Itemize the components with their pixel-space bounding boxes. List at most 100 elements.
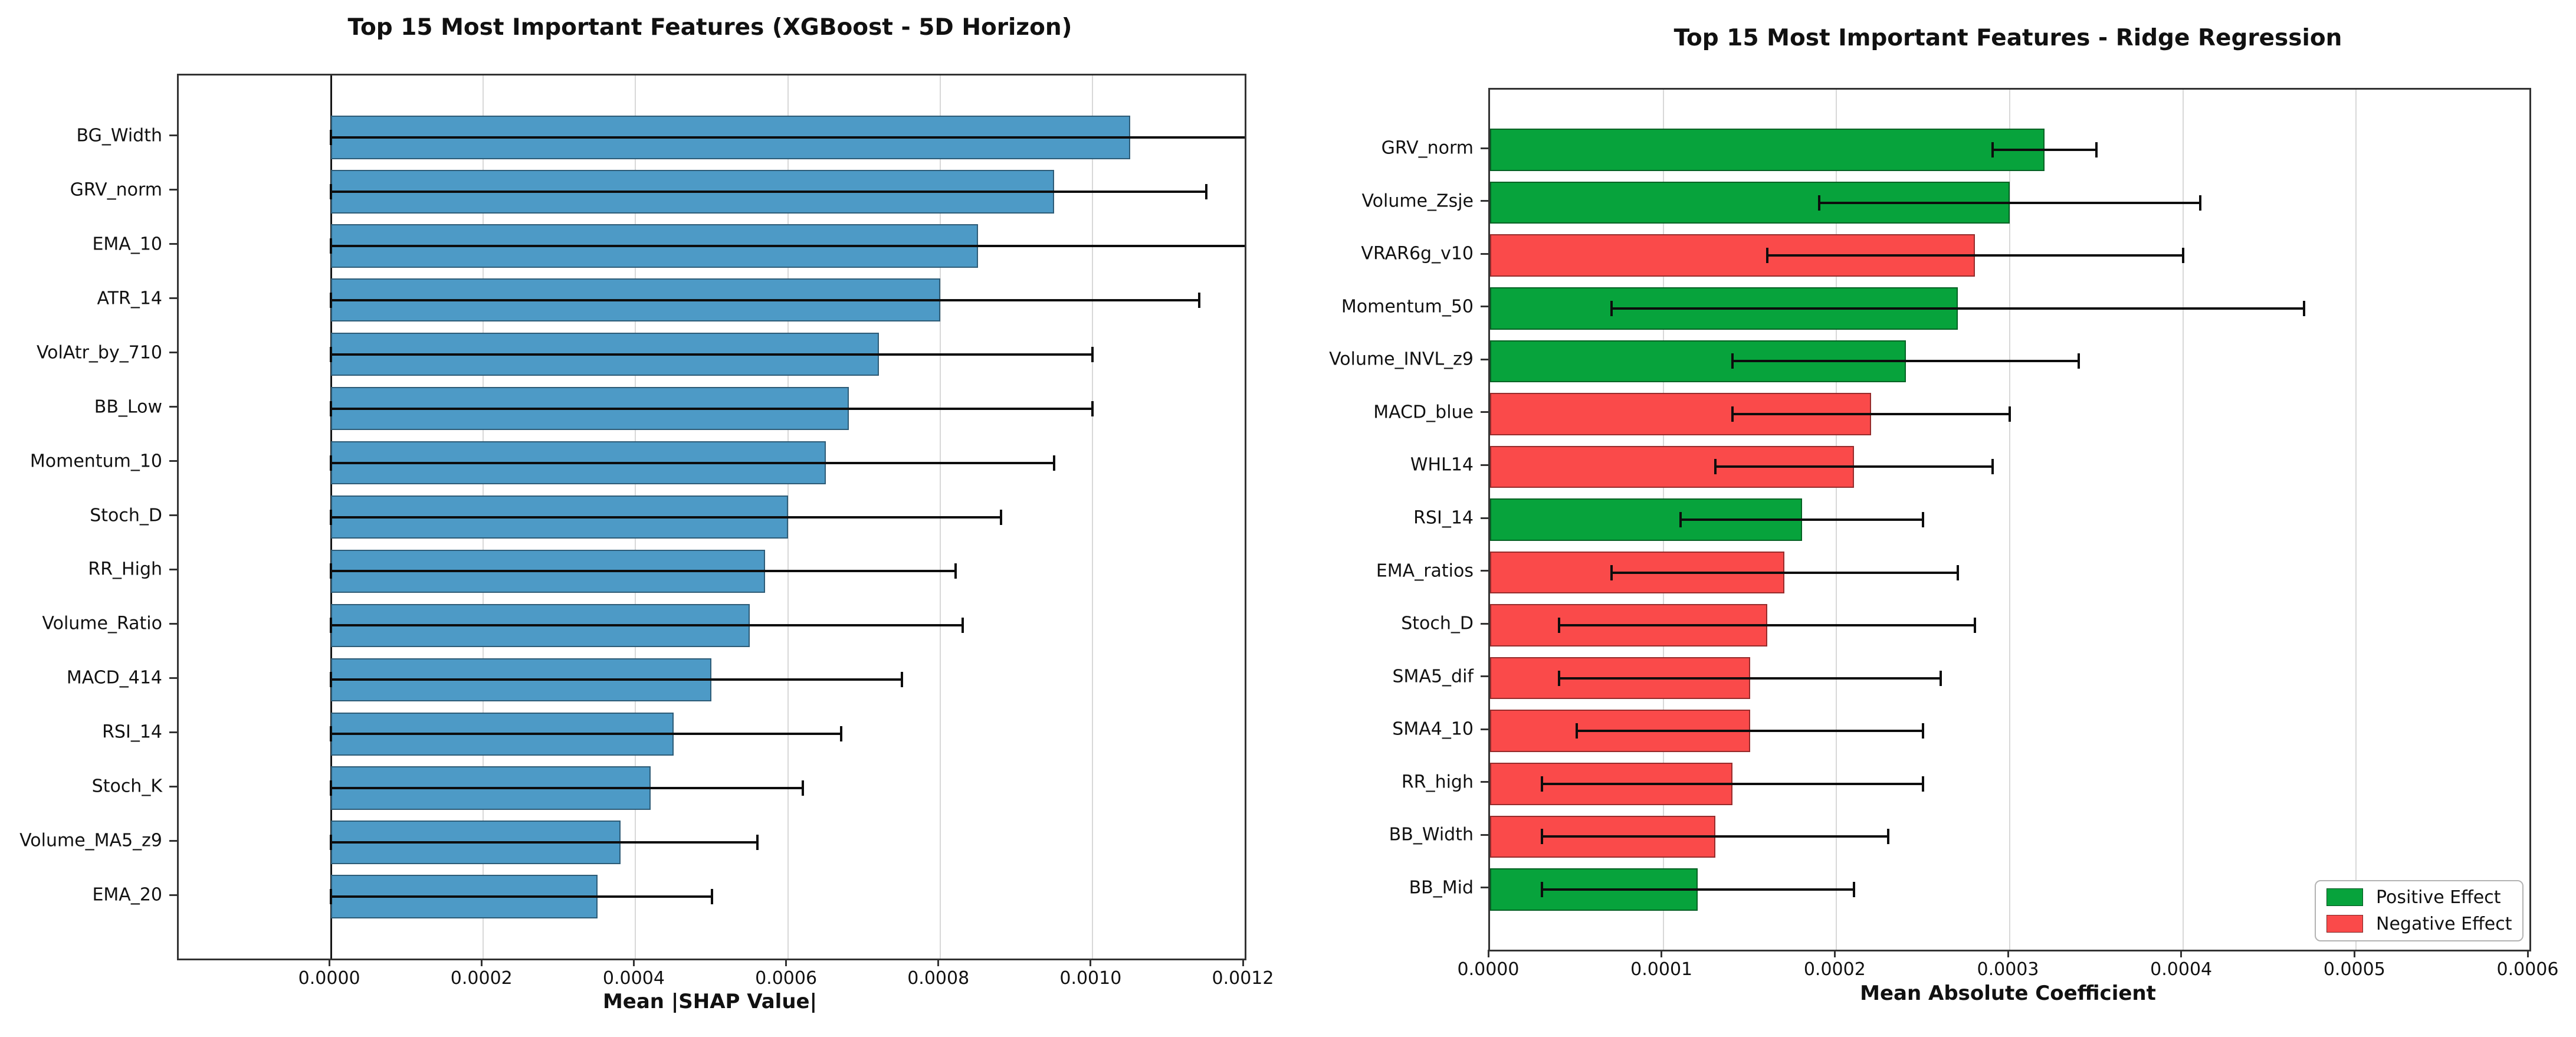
error-bar-cap xyxy=(1679,512,1682,527)
y-tick-mark xyxy=(169,894,177,896)
error-bar-cap xyxy=(1731,406,1734,422)
legend-label: Positive Effect xyxy=(2376,887,2501,908)
error-bar-cap xyxy=(999,509,1002,525)
x-tick-label: 0.0002 xyxy=(450,968,513,989)
error-bar xyxy=(1576,730,1924,733)
x-tick-mark xyxy=(480,959,483,966)
error-bar-cap xyxy=(1922,776,1925,792)
x-tick-label: 0.0006 xyxy=(755,968,818,989)
y-tick-label: MACD_414 xyxy=(66,667,162,688)
error-bar-cap xyxy=(1575,723,1578,739)
error-bar xyxy=(331,895,712,898)
y-tick-label: Momentum_50 xyxy=(1341,296,1474,317)
error-bar xyxy=(331,678,903,681)
y-tick-label: SMA4_10 xyxy=(1392,718,1474,740)
y-tick-mark xyxy=(1481,570,1488,572)
x-tick-label: 0.0004 xyxy=(2150,959,2213,980)
y-tick-mark xyxy=(169,839,177,842)
y-tick-mark xyxy=(169,297,177,300)
error-bar-cap xyxy=(1541,776,1544,792)
error-bar xyxy=(331,733,841,736)
legend-entry: Positive Effect xyxy=(2316,884,2522,910)
x-tick-label: 0.0002 xyxy=(1803,959,1866,980)
x-tick-label: 0.0005 xyxy=(2323,959,2385,980)
error-bar xyxy=(1611,307,2305,310)
legend-entry: Negative Effect xyxy=(2316,911,2522,937)
y-tick-label: Stoch_D xyxy=(1401,613,1474,634)
y-tick-mark xyxy=(1481,675,1488,678)
error-bar-cap xyxy=(1541,829,1544,845)
plot-area xyxy=(177,74,1246,960)
error-bar-cap xyxy=(1887,829,1890,845)
y-tick-mark xyxy=(1481,147,1488,149)
error-bar-cap xyxy=(756,835,759,851)
y-tick-mark xyxy=(1481,622,1488,625)
grid-line xyxy=(2182,90,2184,950)
error-bar xyxy=(331,244,1245,247)
error-bar-cap xyxy=(954,563,957,579)
error-bar xyxy=(1715,465,1993,468)
error-bar-cap xyxy=(1974,618,1977,634)
y-tick-mark xyxy=(169,460,177,462)
error-bar-cap xyxy=(1817,195,1820,211)
error-bar-cap xyxy=(330,401,333,416)
error-bar-cap xyxy=(1922,723,1925,739)
y-tick-mark xyxy=(169,243,177,245)
y-tick-mark xyxy=(169,352,177,354)
y-tick-label: Volume_MA5_z9 xyxy=(19,830,162,851)
y-tick-label: EMA_10 xyxy=(92,234,162,255)
error-bar xyxy=(331,353,1092,356)
error-bar-cap xyxy=(962,618,964,634)
error-bar-cap xyxy=(330,346,333,362)
x-tick-mark xyxy=(2353,950,2355,957)
x-tick-label: 0.0004 xyxy=(602,968,665,989)
error-bar-cap xyxy=(330,889,333,905)
y-tick-label: ATR_14 xyxy=(97,288,162,309)
error-bar xyxy=(1732,360,2079,363)
error-bar xyxy=(1819,201,2201,204)
plot-area xyxy=(1488,88,2531,951)
error-bar-cap xyxy=(1852,881,1855,897)
error-bar-cap xyxy=(1991,459,1994,475)
error-bar-cap xyxy=(710,889,713,905)
error-bar xyxy=(1542,835,1889,838)
y-tick-mark xyxy=(169,189,177,191)
error-bar-cap xyxy=(1091,401,1094,416)
bar xyxy=(1490,129,2045,171)
grid-line xyxy=(2009,90,2010,950)
error-bar-cap xyxy=(1610,565,1613,580)
y-tick-label: VRAR6g_v10 xyxy=(1361,243,1474,264)
y-tick-mark xyxy=(1481,887,1488,889)
error-bar-cap xyxy=(1922,512,1925,527)
x-tick-mark xyxy=(2007,950,2009,957)
y-tick-mark xyxy=(169,785,177,787)
error-bar-cap xyxy=(1541,881,1544,897)
y-tick-label: Momentum_10 xyxy=(29,451,162,472)
y-tick-mark xyxy=(169,677,177,679)
y-tick-label: EMA_ratios xyxy=(1376,560,1474,582)
y-tick-mark xyxy=(169,134,177,137)
error-bar xyxy=(331,136,1245,139)
error-bar xyxy=(331,787,803,790)
error-bar-cap xyxy=(2095,142,2098,158)
x-tick-mark xyxy=(937,959,940,966)
y-tick-mark xyxy=(1481,517,1488,519)
y-tick-label: EMA_20 xyxy=(92,884,162,905)
error-bar-cap xyxy=(330,618,333,634)
error-bar-cap xyxy=(330,238,333,254)
chart-title: Top 15 Most Important Features (XGBoost … xyxy=(347,14,1072,41)
error-bar-cap xyxy=(330,455,333,471)
x-tick-mark xyxy=(1487,950,1489,957)
y-tick-mark xyxy=(1481,411,1488,414)
y-tick-mark xyxy=(1481,833,1488,836)
y-tick-label: Stoch_D xyxy=(90,505,162,526)
x-tick-label: 0.0010 xyxy=(1059,968,1122,989)
y-tick-mark xyxy=(1481,728,1488,730)
error-bar xyxy=(1559,624,1976,627)
error-bar-cap xyxy=(2078,353,2081,369)
error-bar xyxy=(331,407,1092,410)
positive-effect-swatch xyxy=(2326,888,2363,906)
y-tick-label: RR_high xyxy=(1401,772,1474,793)
x-tick-mark xyxy=(1090,959,1092,966)
y-tick-label: Volume_INVL_z9 xyxy=(1329,349,1474,370)
